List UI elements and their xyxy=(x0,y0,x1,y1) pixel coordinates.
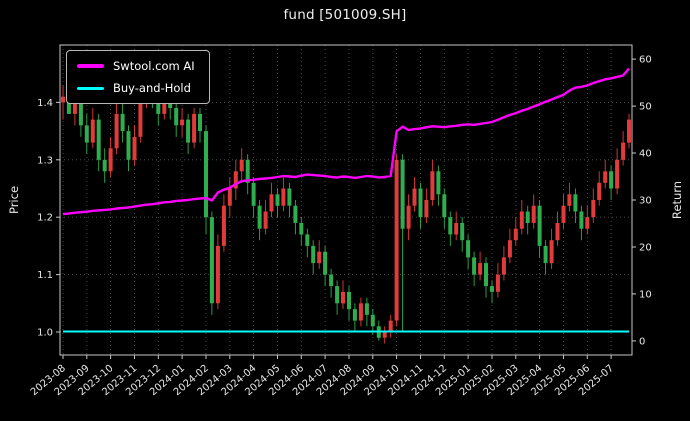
bh-line-label: Buy-and-Hold xyxy=(113,81,191,95)
ai-line-swatch xyxy=(77,64,104,68)
ai-line-label: Swtool.com AI xyxy=(113,59,195,73)
legend-item-ai: Swtool.com AI xyxy=(77,59,195,73)
svg-text:30: 30 xyxy=(639,196,652,207)
svg-text:1.4: 1.4 xyxy=(37,98,53,109)
svg-text:1.3: 1.3 xyxy=(37,155,53,166)
price-axis-label: Price xyxy=(7,185,21,215)
svg-text:40: 40 xyxy=(639,149,652,160)
svg-text:0: 0 xyxy=(639,336,645,347)
legend-item-bh: Buy-and-Hold xyxy=(77,81,195,95)
svg-text:20: 20 xyxy=(639,243,652,254)
svg-text:60: 60 xyxy=(639,55,652,66)
bh-line-swatch xyxy=(77,86,104,90)
svg-text:10: 10 xyxy=(639,289,652,300)
chart-title: fund [501009.SH] xyxy=(283,7,407,23)
svg-text:50: 50 xyxy=(639,102,652,113)
svg-text:1.2: 1.2 xyxy=(37,213,53,224)
legend: Swtool.com AI Buy-and-Hold xyxy=(66,50,210,104)
svg-text:1.0: 1.0 xyxy=(37,328,53,339)
return-axis-label: Return xyxy=(670,180,684,220)
svg-text:1.1: 1.1 xyxy=(37,270,53,281)
